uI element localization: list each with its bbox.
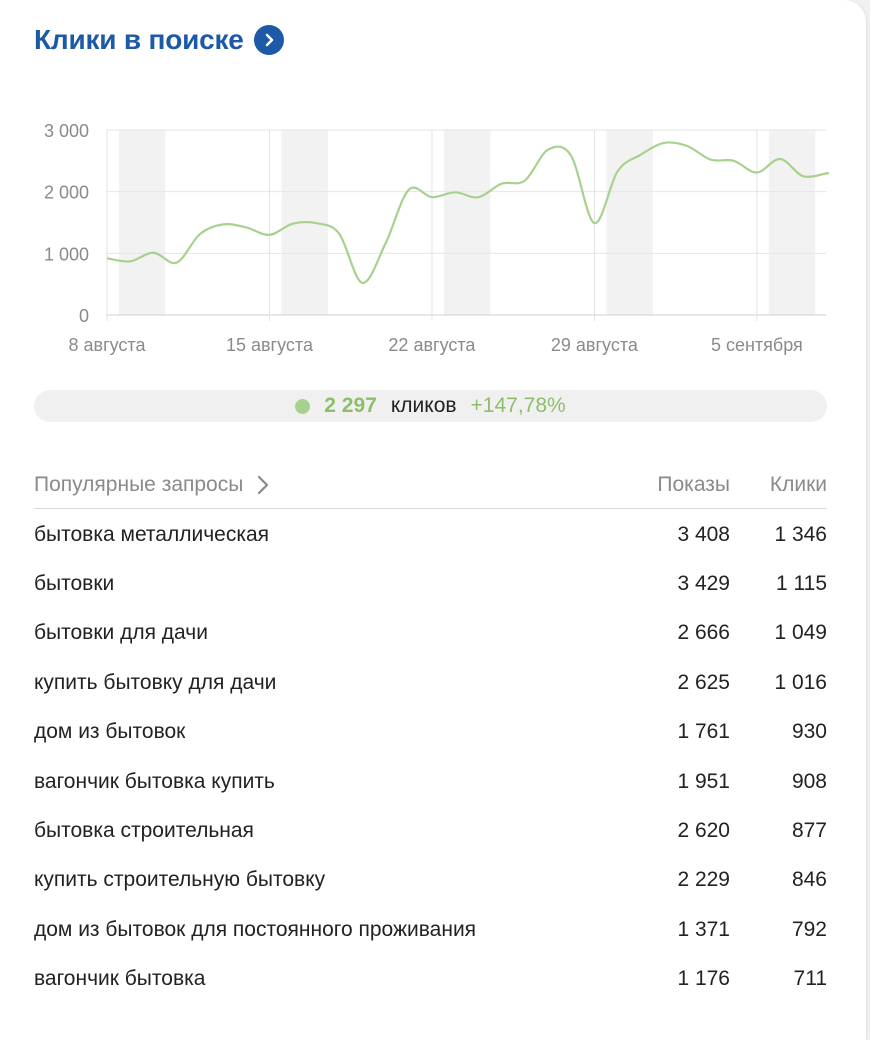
chevron-right-circle-icon[interactable] <box>253 25 284 55</box>
column-header-clicks[interactable]: Клики <box>769 473 827 496</box>
impressions-value: 1 371 <box>677 917 730 941</box>
impressions-value: 2 620 <box>677 819 730 843</box>
table-row[interactable]: купить строительную бытовку 2 229 846 <box>34 856 827 905</box>
clicks-value: 877 <box>791 819 827 843</box>
series-legend-dot <box>295 398 311 414</box>
impressions-value: 2 625 <box>677 670 730 694</box>
table-row[interactable]: купить бытовку для дачи 2 625 1 016 <box>34 658 827 707</box>
clicks-value: 792 <box>791 917 827 941</box>
summary-bar: 2 297 кликов +147,78% <box>34 390 827 422</box>
clicks-value: 1 016 <box>774 670 827 694</box>
query-text: бытовка металлическая <box>34 522 270 546</box>
column-header-impressions[interactable]: Показы <box>657 473 730 496</box>
popular-queries-table: Популярные запросы Показы Клики бытовка … <box>34 462 827 1004</box>
table-row[interactable]: вагончик бытовка купить 1 951 908 <box>34 757 827 806</box>
x-tick-label: 29 августа <box>551 335 639 355</box>
table-header: Популярные запросы Показы Клики <box>34 462 827 509</box>
impressions-value: 2 229 <box>677 868 730 892</box>
summary-change: +147,78% <box>470 394 566 417</box>
clicks-line-chart: 0 1 000 2 000 3 000 8 августа 15 августа 22 ав… <box>44 121 830 355</box>
card-title: Клики в поиске <box>34 24 244 55</box>
table-row[interactable]: бытовка строительная 2 620 877 <box>34 806 827 855</box>
query-text: дом из бытовок для постоянного проживани… <box>34 917 477 941</box>
table-row[interactable]: бытовки 3 429 1 115 <box>34 559 827 608</box>
table-row[interactable]: вагончик бытовка 1 176 711 <box>34 955 827 1004</box>
weekend-band <box>443 130 491 315</box>
x-tick-label: 15 августа <box>226 335 314 355</box>
query-text: бытовка строительная <box>34 819 254 843</box>
impressions-value: 1 761 <box>677 720 730 744</box>
y-tick-label: 2 000 <box>44 183 89 203</box>
chevron-right-icon <box>258 475 269 495</box>
query-text: вагончик бытовка <box>34 967 206 991</box>
card-header-link[interactable]: Клики в поиске <box>34 24 284 56</box>
query-text: купить строительную бытовку <box>34 868 326 892</box>
query-text: дом из бытовок <box>34 720 186 744</box>
popular-queries-link[interactable]: Популярные запросы <box>34 473 580 497</box>
clicks-value: 908 <box>791 769 827 793</box>
clicks-value: 1 346 <box>774 522 827 546</box>
clicks-chart: 0 1 000 2 000 3 000 8 августа 15 августа 22 ав… <box>0 110 870 370</box>
impressions-value: 1 951 <box>677 769 730 793</box>
clicks-value: 711 <box>793 967 827 991</box>
clicks-value: 930 <box>791 720 827 744</box>
table-row[interactable]: бытовки для дачи 2 666 1 049 <box>34 609 827 658</box>
query-text: бытовки для дачи <box>34 621 208 645</box>
x-tick-label: 8 августа <box>68 335 146 355</box>
clicks-value: 1 049 <box>774 621 827 645</box>
weekend-band <box>119 130 166 315</box>
impressions-value: 1 176 <box>677 967 730 991</box>
summary-unit: кликов <box>390 394 457 417</box>
query-text: купить бытовку для дачи <box>34 670 277 694</box>
clicks-series-line <box>106 141 830 284</box>
table-row[interactable]: бытовка металлическая 3 408 1 346 <box>34 510 827 559</box>
table-row[interactable]: дом из бытовок 1 761 930 <box>34 708 827 757</box>
x-tick-label: 5 сентября <box>711 335 803 355</box>
clicks-value: 1 115 <box>776 572 827 596</box>
table-row[interactable]: дом из бытовок для постоянного проживани… <box>34 905 827 954</box>
query-text: бытовки <box>34 572 115 596</box>
popular-queries-title: Популярные запросы <box>34 473 244 496</box>
x-tick-label: 22 августа <box>388 335 476 355</box>
weekend-band <box>768 130 816 315</box>
summary-value: 2 297 <box>324 394 377 417</box>
weekend-band <box>606 130 653 315</box>
y-tick-label: 1 000 <box>44 244 89 264</box>
impressions-value: 2 666 <box>677 621 730 645</box>
table-body: бытовка металлическая 3 408 1 346 бытовки 3 … <box>34 510 827 1004</box>
y-tick-label: 0 <box>79 306 89 326</box>
y-tick-label: 3 000 <box>44 121 89 141</box>
impressions-value: 3 408 <box>677 522 730 546</box>
impressions-value: 3 429 <box>677 572 730 596</box>
query-text: вагончик бытовка купить <box>34 769 275 793</box>
clicks-value: 846 <box>791 868 827 892</box>
